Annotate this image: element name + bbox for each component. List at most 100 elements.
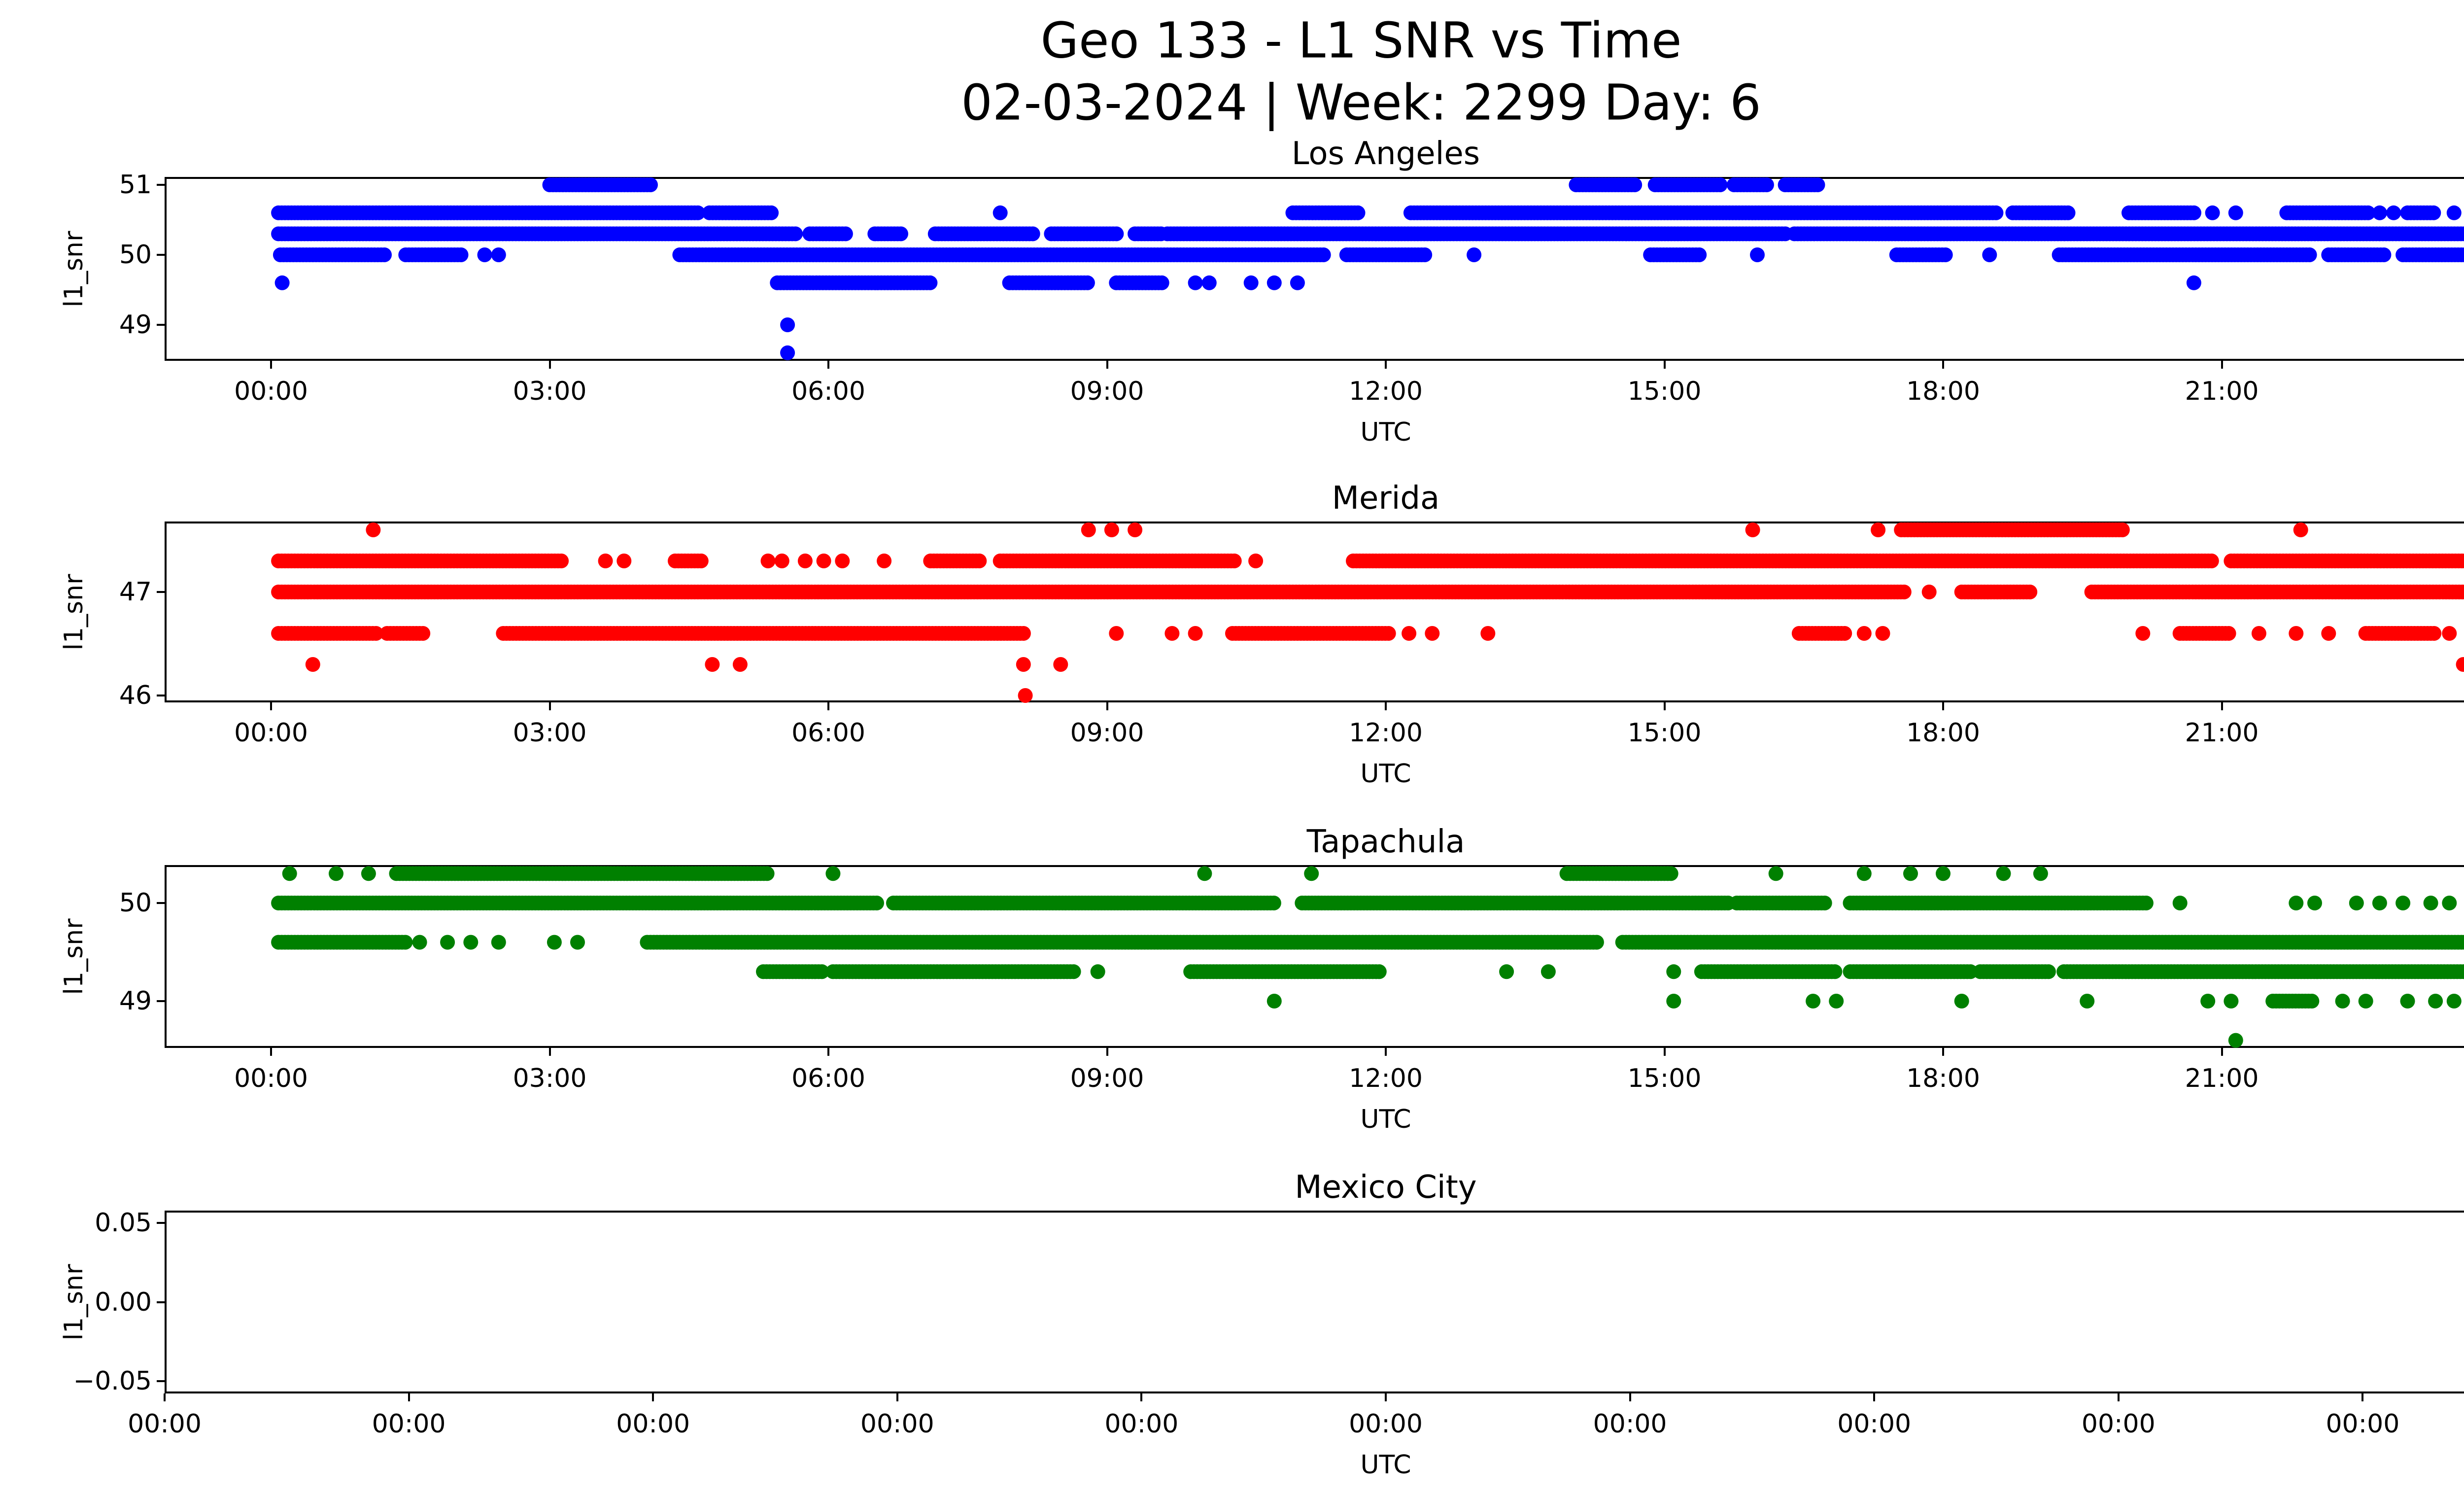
y-tick-label: 50 xyxy=(119,888,152,918)
axes-mexico-city xyxy=(165,1211,2464,1393)
y-tick-mark xyxy=(157,1000,165,1002)
x-tick-label: 12:00 xyxy=(1349,718,1423,748)
x-tick-mark xyxy=(1106,361,1108,369)
x-tick-mark xyxy=(1663,361,1666,369)
x-tick-label: 00:00 xyxy=(234,377,308,406)
x-tick-label: 00:00 xyxy=(2081,1409,2156,1439)
x-tick-mark xyxy=(1942,702,1944,710)
x-axis-label-tapachula: UTC xyxy=(1360,1105,1411,1134)
x-tick-label: 03:00 xyxy=(513,1064,587,1093)
x-tick-mark xyxy=(408,1393,410,1401)
x-tick-mark xyxy=(270,361,272,369)
figure-title-line1: Geo 133 - L1 SNR vs Time xyxy=(1040,11,1682,70)
y-tick-mark xyxy=(157,184,165,186)
x-tick-mark xyxy=(896,1393,898,1401)
x-tick-mark xyxy=(1873,1393,1876,1401)
x-tick-label: 00:00 xyxy=(616,1409,690,1439)
y-tick-mark xyxy=(157,1301,165,1303)
x-tick-label: 00:00 xyxy=(1593,1409,1667,1439)
subplot-title-tapachula: Tapachula xyxy=(1306,824,1465,860)
y-tick-mark xyxy=(157,695,165,696)
x-tick-mark xyxy=(2361,1393,2364,1401)
x-tick-label: 12:00 xyxy=(1349,377,1423,406)
y-tick-label: 51 xyxy=(119,170,152,200)
x-tick-label: 09:00 xyxy=(1070,377,1144,406)
y-tick-label: 46 xyxy=(119,681,152,710)
x-tick-mark xyxy=(1663,1048,1666,1056)
x-tick-label: 00:00 xyxy=(128,1409,202,1439)
x-tick-mark xyxy=(164,1393,166,1401)
x-tick-mark xyxy=(548,1048,551,1056)
x-tick-label: 00:00 xyxy=(372,1409,446,1439)
x-tick-label: 09:00 xyxy=(1070,1064,1144,1093)
x-tick-mark xyxy=(1106,1048,1108,1056)
y-tick-label: 49 xyxy=(119,986,152,1016)
x-tick-label: 00:00 xyxy=(1104,1409,1179,1439)
x-axis-label-mexico-city: UTC xyxy=(1360,1450,1411,1480)
y-tick-mark xyxy=(157,902,165,904)
x-tick-label: 00:00 xyxy=(234,718,308,748)
x-tick-mark xyxy=(827,361,829,369)
x-tick-label: 00:00 xyxy=(234,1064,308,1093)
x-tick-label: 09:00 xyxy=(1070,718,1144,748)
figure-title-line2: 02-03-2024 | Week: 2299 Day: 6 xyxy=(961,73,1761,132)
x-tick-label: 18:00 xyxy=(1906,1064,1980,1093)
x-tick-label: 00:00 xyxy=(1837,1409,1912,1439)
x-tick-mark xyxy=(1385,361,1387,369)
x-tick-mark xyxy=(270,702,272,710)
y-tick-mark xyxy=(157,591,165,593)
x-tick-label: 00:00 xyxy=(1349,1409,1423,1439)
x-tick-label: 00:00 xyxy=(860,1409,934,1439)
x-tick-mark xyxy=(1629,1393,1631,1401)
y-tick-label: 47 xyxy=(119,577,152,607)
x-tick-label: 21:00 xyxy=(2185,1064,2259,1093)
x-tick-label: 15:00 xyxy=(1627,377,1702,406)
x-tick-label: 21:00 xyxy=(2185,718,2259,748)
x-tick-mark xyxy=(1385,1048,1387,1056)
x-axis-label-merida: UTC xyxy=(1360,759,1411,789)
x-tick-label: 15:00 xyxy=(1627,1064,1702,1093)
y-tick-label: −0.05 xyxy=(73,1366,152,1396)
x-tick-label: 18:00 xyxy=(1906,377,1980,406)
subplot-title-mexico-city: Mexico City xyxy=(1295,1169,1477,1206)
x-tick-mark xyxy=(2221,702,2223,710)
y-tick-label: 0.00 xyxy=(95,1287,152,1317)
axes-los-angeles xyxy=(165,177,2464,361)
x-tick-label: 06:00 xyxy=(791,377,865,406)
x-tick-mark xyxy=(2221,361,2223,369)
x-tick-mark xyxy=(827,1048,829,1056)
x-tick-mark xyxy=(1942,1048,1944,1056)
x-tick-label: 00:00 xyxy=(2326,1409,2400,1439)
x-tick-label: 15:00 xyxy=(1627,718,1702,748)
x-tick-label: 03:00 xyxy=(513,718,587,748)
y-tick-mark xyxy=(157,1380,165,1383)
axes-merida xyxy=(165,522,2464,702)
x-tick-label: 06:00 xyxy=(791,1064,865,1093)
y-tick-mark xyxy=(157,1221,165,1224)
x-tick-label: 18:00 xyxy=(1906,718,1980,748)
x-tick-mark xyxy=(1385,702,1387,710)
x-tick-mark xyxy=(1106,702,1108,710)
x-tick-mark xyxy=(1942,361,1944,369)
x-tick-mark xyxy=(270,1048,272,1056)
subplot-title-los-angeles: Los Angeles xyxy=(1291,136,1480,172)
x-axis-label-los-angeles: UTC xyxy=(1360,417,1411,447)
x-tick-mark xyxy=(652,1393,654,1401)
subplot-title-merida: Merida xyxy=(1332,480,1440,517)
x-tick-mark xyxy=(548,702,551,710)
x-tick-mark xyxy=(1385,1393,1387,1401)
x-tick-label: 12:00 xyxy=(1349,1064,1423,1093)
x-tick-label: 06:00 xyxy=(791,718,865,748)
x-tick-mark xyxy=(2221,1048,2223,1056)
x-tick-mark xyxy=(2117,1393,2120,1401)
axes-tapachula xyxy=(165,865,2464,1048)
x-tick-mark xyxy=(827,702,829,710)
x-tick-mark xyxy=(1663,702,1666,710)
y-tick-mark xyxy=(157,254,165,256)
y-tick-label: 50 xyxy=(119,240,152,270)
y-tick-label: 0.05 xyxy=(95,1208,152,1238)
y-tick-label: 49 xyxy=(119,310,152,340)
x-tick-mark xyxy=(548,361,551,369)
